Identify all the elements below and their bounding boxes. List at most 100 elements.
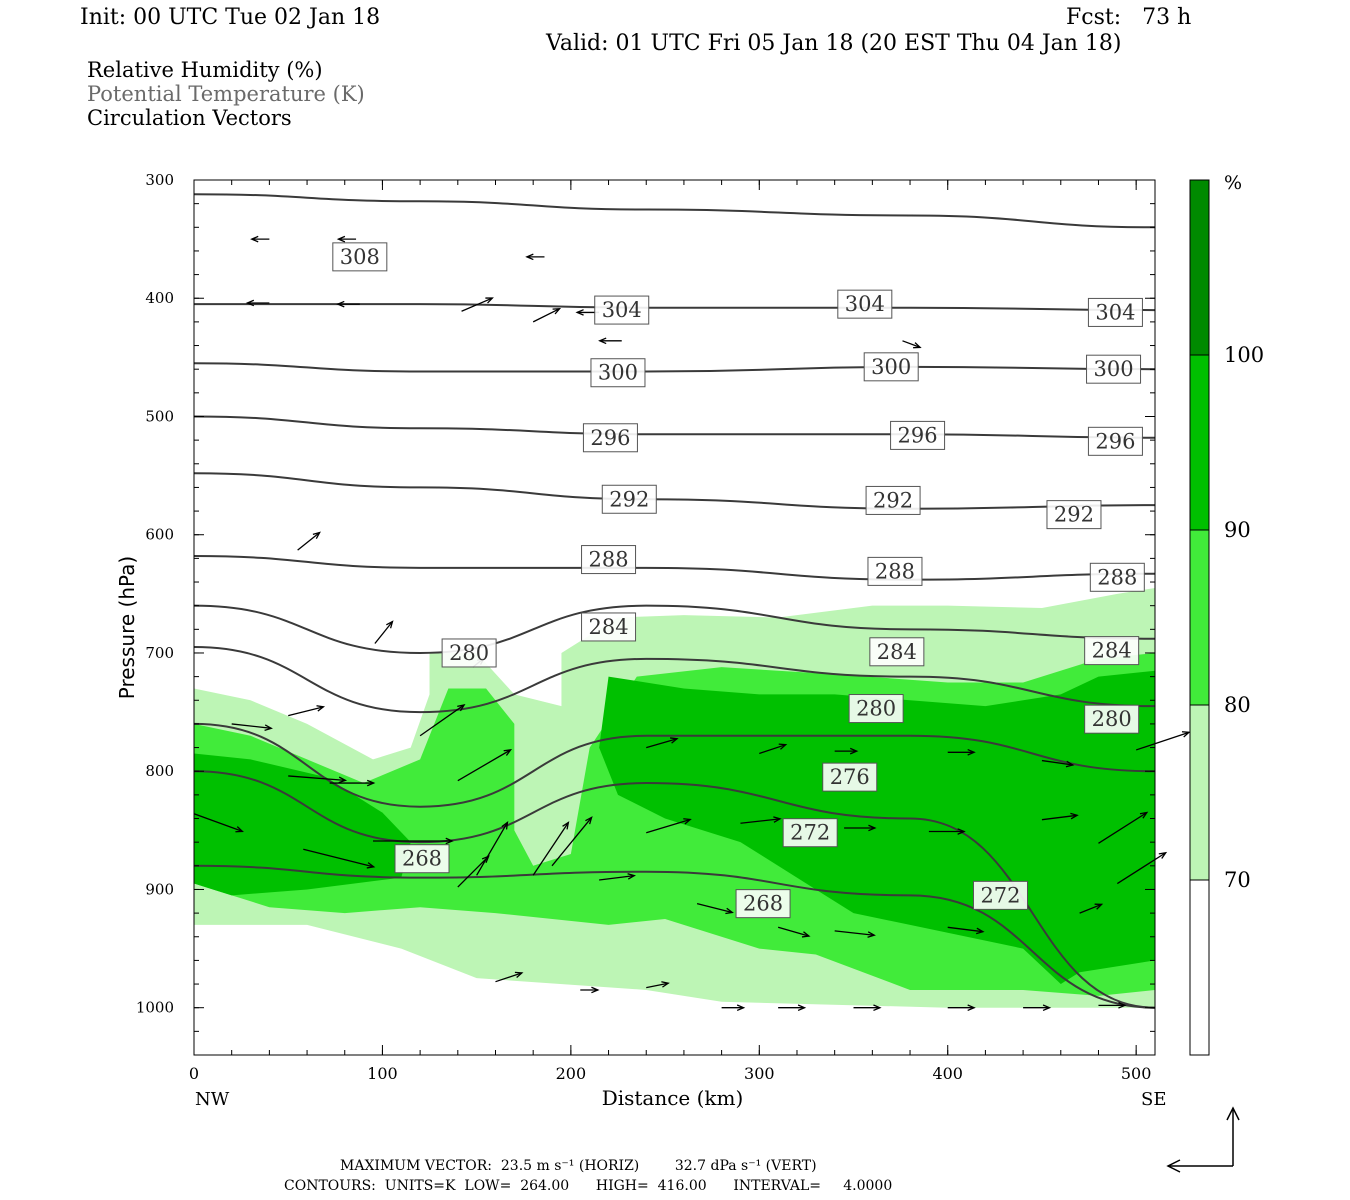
colorbar-segment	[1190, 705, 1209, 880]
vector-arrow-6	[336, 300, 360, 308]
svg-text:300: 300	[871, 355, 911, 379]
contour-label-284: 284	[1084, 636, 1140, 666]
vector-arrow-27	[599, 873, 636, 881]
svg-text:296: 296	[590, 426, 630, 450]
contour-label-276: 276	[822, 762, 878, 792]
contour-label-296: 296	[890, 420, 946, 450]
contour-280K	[193, 646, 1156, 714]
y-tick-label: 1000	[136, 999, 174, 1017]
svg-text:280: 280	[449, 641, 489, 665]
svg-text:304: 304	[1095, 300, 1135, 324]
x-axis-title: Distance (km)	[602, 1086, 744, 1110]
vector-arrow-33	[740, 816, 782, 824]
x-tick-label: 500	[1121, 1064, 1152, 1083]
vector-arrow-42	[1135, 731, 1191, 751]
svg-text:304: 304	[602, 298, 642, 322]
contour-label-280: 280	[848, 694, 904, 724]
contour-label-300: 300	[590, 358, 646, 388]
vector-arrow-17	[457, 749, 513, 782]
svg-text:280: 280	[856, 697, 896, 721]
y-tick-label: 300	[145, 171, 174, 189]
contour-296K	[193, 415, 1156, 439]
vector-arrow-12	[374, 620, 394, 644]
x-tick-label: 0	[189, 1064, 199, 1083]
vector-arrow-45	[1079, 903, 1104, 914]
y-tick-label: 800	[145, 762, 174, 780]
svg-text:288: 288	[875, 559, 915, 583]
vector-arrow-41	[1041, 759, 1075, 768]
svg-text:272: 272	[790, 821, 830, 845]
svg-text:268: 268	[402, 847, 442, 871]
vector-arrow-0	[250, 235, 270, 243]
vector-arrow-4	[598, 337, 622, 345]
vector-arrow-54	[580, 986, 600, 994]
vector-arrow-18	[193, 813, 244, 833]
vector-arrow-39	[834, 747, 859, 755]
vector-arrow-22	[373, 837, 454, 845]
contour-288K	[193, 555, 1156, 581]
x-tick-label: 200	[556, 1064, 587, 1083]
vector-arrow-20	[329, 779, 376, 787]
contour-label-272: 272	[972, 880, 1028, 910]
colorbar-tick-label: 90	[1224, 518, 1251, 542]
contour-label-288: 288	[581, 545, 637, 575]
contour-label-280: 280	[441, 638, 497, 668]
vector-arrow-11	[297, 531, 321, 551]
x-tick-label: 400	[932, 1064, 963, 1083]
vector-arrow-24	[476, 821, 509, 876]
contour-label-284: 284	[869, 637, 925, 667]
x-end-label-se: SE	[1141, 1089, 1166, 1110]
svg-text:284: 284	[877, 640, 917, 664]
vector-arrow-30	[834, 930, 876, 938]
vector-arrow-46	[646, 981, 670, 989]
colorbar-segment	[1190, 180, 1209, 355]
contour-300K	[193, 362, 1156, 373]
contour-label-268: 268	[735, 889, 791, 919]
x-tick-label: 100	[367, 1064, 398, 1083]
contour-label-288: 288	[867, 556, 923, 586]
contour-label-308: 308	[332, 242, 388, 272]
colorbar-segment	[1190, 530, 1209, 705]
contour-label-296: 296	[582, 423, 638, 453]
x-tick-label: 300	[744, 1064, 775, 1083]
vector-arrow-29	[777, 926, 811, 938]
colorbar-segment	[1190, 880, 1209, 1055]
vector-arrow-43	[1098, 811, 1149, 844]
contour-304K	[194, 303, 1156, 312]
vector-arrow-44	[1116, 851, 1168, 885]
svg-text:292: 292	[1054, 503, 1094, 527]
contour-276K	[193, 722, 1156, 808]
svg-text:296: 296	[1095, 429, 1135, 453]
vector-arrow-7	[461, 297, 494, 312]
svg-text:272: 272	[980, 883, 1020, 907]
contour-label-304: 304	[594, 295, 650, 325]
contour-label-292: 292	[601, 484, 657, 514]
vector-arrow-23	[457, 855, 490, 888]
x-end-label-nw: NW	[195, 1089, 230, 1110]
contour-268K	[193, 864, 1156, 1009]
colorbar: 100 90 80 70%	[1189, 172, 1264, 1056]
rh-region-90-2	[194, 753, 411, 896]
vector-arrow-28	[696, 903, 734, 915]
svg-text:280: 280	[1092, 707, 1132, 731]
contour-label-268: 268	[394, 844, 450, 874]
vector-arrow-8	[532, 307, 562, 323]
y-tick-label: 900	[145, 880, 174, 898]
svg-text:308: 308	[340, 245, 380, 269]
contour-label-292: 292	[1046, 500, 1102, 530]
svg-text:304: 304	[845, 292, 885, 316]
contour-label-292: 292	[865, 485, 921, 515]
contour-308K	[193, 193, 1156, 229]
vector-arrow-31	[947, 926, 985, 935]
vector-arrow-25	[532, 821, 570, 876]
contour-284K	[193, 604, 1156, 654]
reference-vector-icon	[1166, 1106, 1240, 1173]
legend-potential-temperature: Potential Temperature (K)	[87, 82, 365, 106]
svg-text:296: 296	[898, 423, 938, 447]
relative-humidity-fill	[194, 587, 1155, 1008]
vector-arrow-14	[231, 723, 273, 731]
legend-relative-humidity: Relative Humidity (%)	[87, 58, 323, 82]
vector-arrow-36	[1041, 812, 1079, 821]
vector-arrow-15	[288, 705, 326, 717]
